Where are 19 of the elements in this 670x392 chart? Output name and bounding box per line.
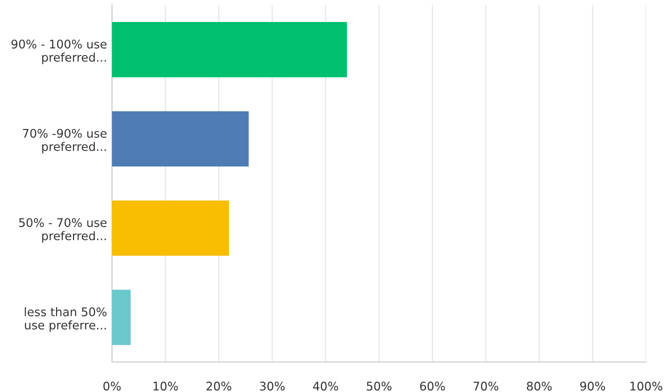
x-tick-label: 70% bbox=[474, 382, 498, 391]
bar bbox=[112, 22, 347, 78]
x-tick-label: 100% bbox=[630, 382, 662, 391]
x-tick-label: 30% bbox=[260, 382, 285, 391]
x-tick-label: 90% bbox=[580, 382, 606, 391]
x-tick-label: 60% bbox=[420, 382, 445, 391]
y-tick-label: 70% -90% use preferred... bbox=[22, 128, 107, 154]
bar bbox=[112, 290, 131, 346]
x-tick-label: 80% bbox=[526, 382, 552, 391]
x-tick-label: 20% bbox=[206, 382, 232, 391]
x-tick-label: 40% bbox=[313, 382, 338, 391]
bar bbox=[112, 111, 249, 167]
x-tick-label: 10% bbox=[154, 382, 178, 391]
x-tick-label: 0% bbox=[103, 382, 121, 391]
x-tick-label: 50% bbox=[366, 382, 392, 391]
bar bbox=[112, 200, 229, 256]
y-tick-label: 50% - 70% use preferred... bbox=[19, 218, 107, 243]
y-tick-label: 90% - 100% use preferred... bbox=[11, 40, 107, 64]
y-tick-label: less than 50% use preferre... bbox=[24, 307, 106, 332]
